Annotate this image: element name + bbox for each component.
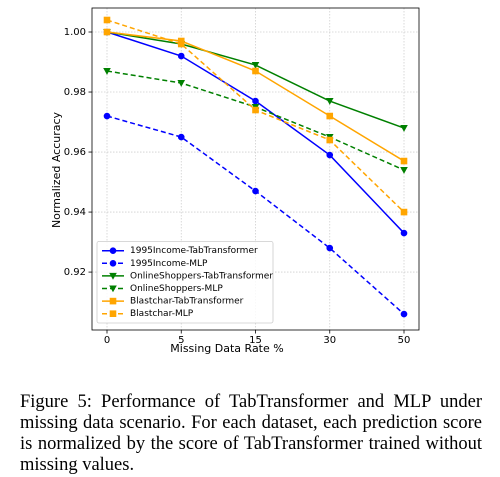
marker (103, 68, 111, 75)
marker (252, 97, 259, 105)
marker (103, 16, 111, 24)
legend-label: Blastchar-TabTransformer (130, 297, 244, 307)
marker (103, 28, 111, 36)
marker (400, 310, 408, 318)
caption: Figure 5: Performance of TabTransformer … (20, 392, 482, 475)
x-tick-label: 15 (249, 335, 262, 346)
legend-label: Blastchar-MLP (130, 309, 194, 319)
marker (177, 52, 185, 60)
legend-label: OnlineShoppers-MLP (130, 284, 223, 294)
marker (400, 229, 408, 237)
y-tick-label: 1.00 (64, 27, 86, 38)
legend-box (96, 240, 274, 324)
y-tick-label: 0.96 (64, 147, 86, 158)
legend-marker (109, 285, 117, 293)
marker (177, 40, 185, 48)
marker (326, 244, 334, 252)
marker (177, 80, 186, 87)
marker (252, 187, 259, 195)
legend-marker (109, 272, 117, 280)
x-tick-label: 30 (323, 335, 336, 346)
chart: Missing Data Rate % Normalized Accuracy … (50, 7, 420, 355)
marker (400, 167, 408, 174)
legend-label: OnlineShoppers-TabTransformer (130, 271, 273, 281)
x-axis-label: Missing Data Rate % (170, 342, 283, 355)
y-tick-label: 0.94 (64, 207, 86, 218)
legend-marker (109, 260, 117, 267)
y-tick-label: 0.92 (64, 267, 86, 278)
marker (251, 62, 260, 69)
legend-marker (109, 247, 117, 254)
legend-label: 1995Income-MLP (130, 259, 208, 269)
marker (326, 151, 334, 159)
marker (103, 112, 111, 120)
marker (326, 112, 334, 120)
marker (325, 98, 334, 105)
y-tick-label: 0.98 (64, 87, 86, 98)
x-tick-label: 5 (178, 335, 184, 346)
x-tick-label: 50 (398, 335, 411, 346)
legend-marker (109, 297, 117, 305)
marker (326, 136, 334, 144)
legend-label: 1995Income-TabTransformer (130, 246, 258, 256)
marker (400, 157, 408, 165)
marker (252, 106, 259, 114)
legend-marker (109, 310, 117, 317)
y-axis-label: Normalized Accuracy (50, 111, 63, 228)
x-tick-label: 0 (104, 335, 110, 346)
marker (400, 125, 408, 132)
marker (252, 67, 259, 75)
marker (400, 208, 408, 216)
marker (177, 133, 185, 141)
